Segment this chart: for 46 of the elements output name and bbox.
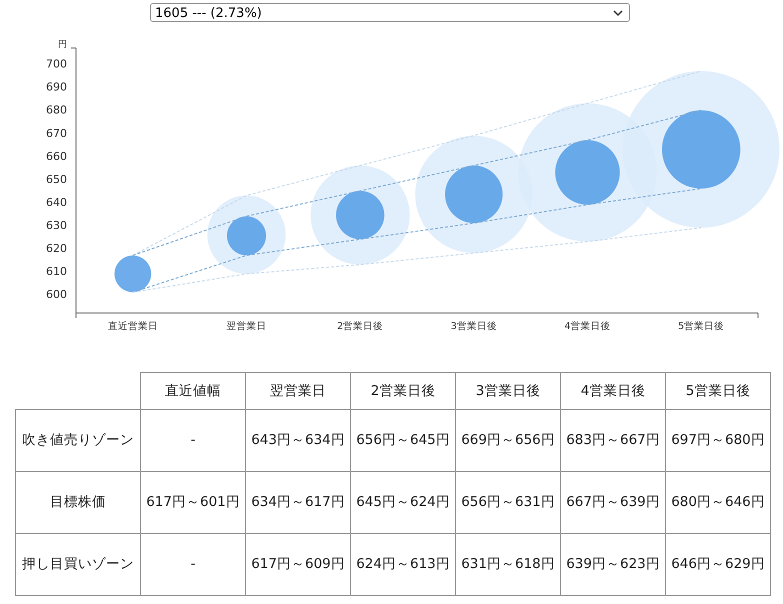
x-tick-label: 3営業日後 — [450, 320, 497, 332]
text: 617円～601円 — [140, 472, 246, 534]
text: 目標株価 — [16, 472, 140, 534]
y-axis-title: 円 — [58, 40, 67, 50]
text: 697円～680円 — [666, 410, 770, 472]
y-tick-label: 690 — [46, 80, 67, 94]
text: 624円～613円 — [350, 534, 456, 596]
y-tick-label: 620 — [46, 242, 67, 255]
text: - — [140, 534, 246, 596]
text: 680円～646円 — [666, 472, 770, 534]
x-tick-label: 4営業日後 — [564, 320, 611, 332]
x-tick-label: 翌営業日 — [226, 320, 266, 332]
y-tick-label: 680 — [46, 104, 67, 117]
text: 639円～623円 — [560, 534, 666, 596]
text: 656円～631円 — [456, 472, 560, 534]
text: 645円～624円 — [350, 472, 456, 534]
text: 631円～618円 — [456, 534, 560, 596]
y-tick-label: 660 — [46, 150, 67, 163]
y-tick-label: 600 — [46, 288, 67, 302]
text: 617円～609円 — [246, 534, 350, 596]
y-tick-label: 670 — [46, 126, 67, 140]
chart-title: 1605 --- (2.73%) — [150, 3, 630, 22]
text: 2営業日後 — [350, 372, 456, 410]
text: 646円～629円 — [666, 534, 770, 596]
text: 669円～656円 — [456, 410, 560, 472]
text: 643円～634円 — [246, 410, 350, 472]
y-tick-label: 640 — [46, 196, 67, 209]
x-tick-label: 2営業日後 — [337, 320, 384, 332]
text: 683円～667円 — [560, 410, 666, 472]
text: 3営業日後 — [456, 372, 560, 410]
y-tick-label: 650 — [46, 172, 67, 186]
text: 5営業日後 — [666, 372, 770, 410]
y-tick-label: 630 — [46, 218, 67, 232]
text: 吹き値売りゾーン — [16, 410, 140, 472]
text: 656円～645円 — [350, 410, 456, 472]
text: 直近値幅 — [140, 372, 246, 410]
x-tick-label: 5営業日後 — [678, 320, 724, 332]
text: 667円～639円 — [560, 472, 666, 534]
y-tick-label: 700 — [46, 58, 67, 71]
y-tick-label: 610 — [46, 265, 67, 278]
x-tick-label: 直近営業日 — [108, 320, 158, 332]
text: 634円～617円 — [246, 472, 350, 534]
text: 翌営業日 — [246, 372, 350, 410]
text: 押し目買いゾーン — [16, 534, 140, 596]
text: - — [140, 410, 246, 472]
text: 4営業日後 — [560, 372, 666, 410]
